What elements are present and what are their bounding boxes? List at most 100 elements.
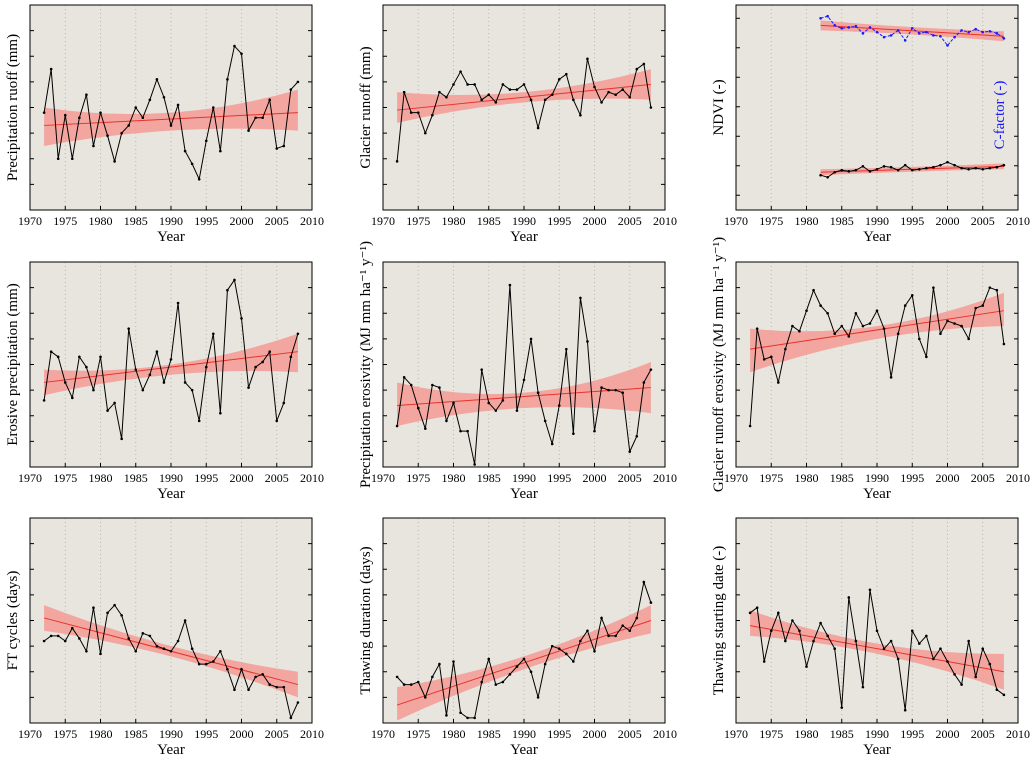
data-point: [522, 657, 526, 661]
y2-axis-label: C-factor (-): [992, 81, 1008, 150]
x-tick-label: 1995: [194, 471, 218, 485]
x-tick-label: 1990: [159, 471, 183, 485]
data-point: [247, 386, 250, 389]
data-point: [543, 419, 547, 423]
data-point: [409, 683, 413, 686]
x-tick-label: 2010: [1006, 727, 1030, 741]
data-point: [882, 35, 886, 39]
data-point: [960, 29, 963, 32]
data-point: [833, 24, 836, 27]
data-point: [565, 652, 568, 656]
data-point: [932, 286, 935, 289]
data-point: [508, 88, 512, 91]
data-point: [635, 434, 639, 438]
x-tick-label: 2000: [936, 727, 960, 741]
data-point: [466, 716, 469, 720]
x-tick-label: 1970: [18, 214, 42, 228]
x-tick-label: 2005: [265, 471, 289, 485]
data-point: [925, 30, 928, 34]
data-point: [628, 95, 632, 99]
data-point: [586, 629, 589, 633]
data-point: [501, 83, 505, 86]
data-point: [92, 144, 95, 148]
data-point: [925, 634, 928, 638]
data-point: [847, 170, 851, 173]
data-point: [49, 350, 53, 353]
data-point: [974, 166, 977, 170]
data-point: [473, 463, 476, 466]
data-point: [282, 401, 286, 405]
data-point: [261, 116, 264, 120]
x-tick-label: 1975: [406, 471, 430, 485]
data-point: [854, 639, 858, 643]
data-point: [868, 26, 872, 29]
x-tick-label: 1980: [795, 727, 819, 741]
data-point: [579, 296, 582, 300]
plot-frame: [735, 4, 1019, 211]
data-point: [981, 304, 985, 307]
data-point: [805, 665, 808, 668]
data-point: [459, 70, 462, 73]
y-axis-label: Glacier runoff (mm): [358, 46, 374, 168]
x-tick-label: 1980: [795, 471, 819, 485]
data-point: [416, 406, 420, 410]
data-point: [861, 32, 865, 35]
data-point: [247, 688, 250, 691]
x-tick-label: 1990: [865, 727, 889, 741]
data-point: [953, 35, 956, 39]
data-point: [92, 606, 95, 609]
data-point: [903, 39, 907, 42]
data-point: [452, 83, 455, 86]
data-point: [155, 78, 159, 81]
x-tick-label: 2010: [300, 727, 324, 741]
x-tick-label: 1985: [124, 471, 148, 485]
panel: 1970 1975 1980 1985 1990 1995 2000 2005 2010 Year…: [358, 517, 677, 758]
x-tick-label: 2000: [936, 471, 960, 485]
x-tick-label: 2005: [618, 471, 642, 485]
data-point: [85, 93, 88, 96]
data-point: [840, 168, 844, 172]
data-point: [296, 701, 300, 704]
data-point: [995, 165, 999, 169]
data-point: [92, 388, 95, 392]
data-point: [543, 98, 547, 102]
data-point: [918, 337, 921, 341]
data-point: [868, 170, 872, 173]
data-point: [614, 634, 617, 638]
data-point: [78, 355, 81, 359]
x-tick-label: 2010: [1006, 471, 1030, 485]
x-tick-label: 1980: [89, 471, 113, 485]
data-point: [798, 629, 801, 633]
data-point: [946, 44, 949, 47]
data-point: [960, 324, 963, 328]
confidence-band: [750, 610, 1004, 690]
data-point: [649, 106, 653, 109]
x-tick-label: 1990: [865, 214, 889, 228]
data-point: [812, 288, 815, 292]
data-point: [494, 683, 498, 686]
data-point: [459, 711, 462, 715]
data-point: [946, 160, 949, 164]
data-point: [529, 98, 533, 102]
x-tick-label: 1975: [406, 727, 430, 741]
x-tick-label: 1995: [194, 727, 218, 741]
data-point: [49, 634, 53, 638]
data-point: [42, 639, 46, 643]
data-point: [614, 93, 617, 96]
panel: 1970 1975 1980 1985 1990 1995 2000 2005 2010 Year…: [711, 237, 1030, 502]
data-point: [162, 381, 166, 384]
data-point: [204, 139, 208, 143]
data-point: [762, 660, 766, 663]
data-point: [78, 116, 81, 120]
data-point: [762, 358, 766, 361]
data-point: [981, 30, 985, 34]
data-point: [621, 391, 624, 394]
x-axis-label: Year: [157, 742, 185, 758]
data-point: [628, 629, 632, 633]
data-point: [190, 162, 194, 166]
y-axis-label: NDVI (-): [711, 79, 727, 135]
data-point: [755, 606, 759, 609]
x-tick-label: 2005: [971, 727, 995, 741]
data-point: [784, 639, 787, 643]
data-point: [777, 381, 780, 384]
